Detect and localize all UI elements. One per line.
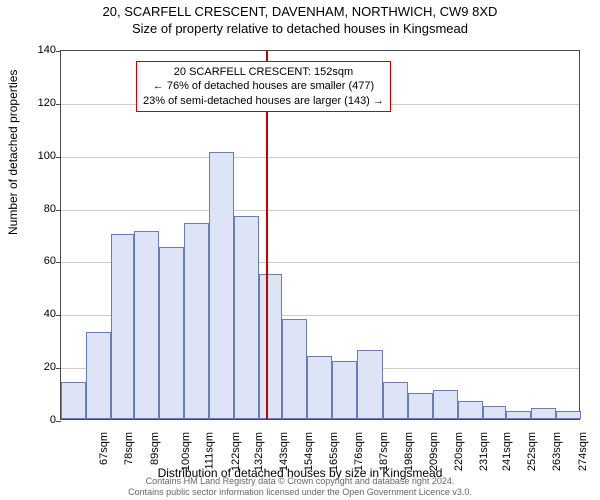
xtick-label: 176sqm [353,432,365,471]
xtick-label: 198sqm [403,432,415,471]
ytick-label: 80 [26,203,56,215]
ytick-mark [56,51,61,52]
histogram-bar [531,408,556,419]
histogram-bar [332,361,357,419]
histogram-bar [61,382,86,419]
xtick-label: 231sqm [479,432,491,471]
ytick-mark [56,262,61,263]
footer-line-2: Contains public sector information licen… [0,487,600,498]
xtick-label: 274sqm [577,432,589,471]
xtick-label: 154sqm [303,432,315,471]
annotation-line-1: 20 SCARFELL CRESCENT: 152sqm [143,65,384,79]
annotation-line-3: 23% of semi-detached houses are larger (… [143,94,384,108]
histogram-bar [86,332,111,419]
histogram-bar [159,247,184,419]
xtick-label: 122sqm [230,432,242,471]
histogram-bar [556,411,581,419]
xtick-label: 241sqm [501,432,513,471]
xtick-label: 209sqm [428,432,440,471]
xtick-label: 111sqm [203,432,215,470]
gridline [61,157,579,158]
ytick-mark [56,368,61,369]
histogram-bar [506,411,531,419]
ytick-label: 40 [26,308,56,320]
ytick-label: 100 [26,150,56,162]
xtick-label: 165sqm [328,432,340,471]
ytick-mark [56,421,61,422]
histogram-bar [458,401,483,420]
histogram-bar [209,152,234,419]
footer-attribution: Contains HM Land Registry data © Crown c… [0,476,600,498]
xtick-label: 67sqm [98,432,110,465]
ytick-mark [56,315,61,316]
y-axis-label: Number of detached properties [6,70,20,235]
xtick-label: 132sqm [253,432,265,471]
xtick-label: 220sqm [453,432,465,471]
ytick-label: 20 [26,361,56,373]
ytick-label: 60 [26,255,56,267]
histogram-bar [483,406,506,419]
ytick-mark [56,157,61,158]
histogram-bar [234,216,259,420]
histogram-bar [111,234,134,419]
histogram-bar [134,231,159,419]
annotation-line-2: ← 76% of detached houses are smaller (47… [143,79,384,93]
histogram-bar [357,350,382,419]
xtick-label: 263sqm [552,432,564,471]
plot-area: 20 SCARFELL CRESCENT: 152sqm← 76% of det… [60,50,580,420]
xtick-label: 78sqm [124,432,136,465]
footer-line-1: Contains HM Land Registry data © Crown c… [0,476,600,487]
histogram-bar [184,223,209,419]
histogram-bar [433,390,458,419]
ytick-label: 120 [26,97,56,109]
ytick-mark [56,210,61,211]
histogram-bar [408,393,433,419]
ytick-label: 0 [26,414,56,426]
gridline [61,210,579,211]
xtick-label: 100sqm [180,432,192,471]
xtick-label: 89sqm [149,432,161,465]
title-line-1: 20, SCARFELL CRESCENT, DAVENHAM, NORTHWI… [0,4,600,19]
histogram-bar [282,319,307,419]
ytick-label: 140 [26,44,56,56]
xtick-label: 187sqm [378,432,390,471]
histogram-bar [383,382,408,419]
chart-title-block: 20, SCARFELL CRESCENT, DAVENHAM, NORTHWI… [0,4,600,36]
histogram-bar [259,274,282,419]
annotation-box: 20 SCARFELL CRESCENT: 152sqm← 76% of det… [136,61,391,112]
xtick-label: 252sqm [526,432,538,471]
histogram-bar [307,356,332,419]
ytick-mark [56,104,61,105]
xtick-label: 143sqm [278,432,290,471]
title-line-2: Size of property relative to detached ho… [0,21,600,36]
